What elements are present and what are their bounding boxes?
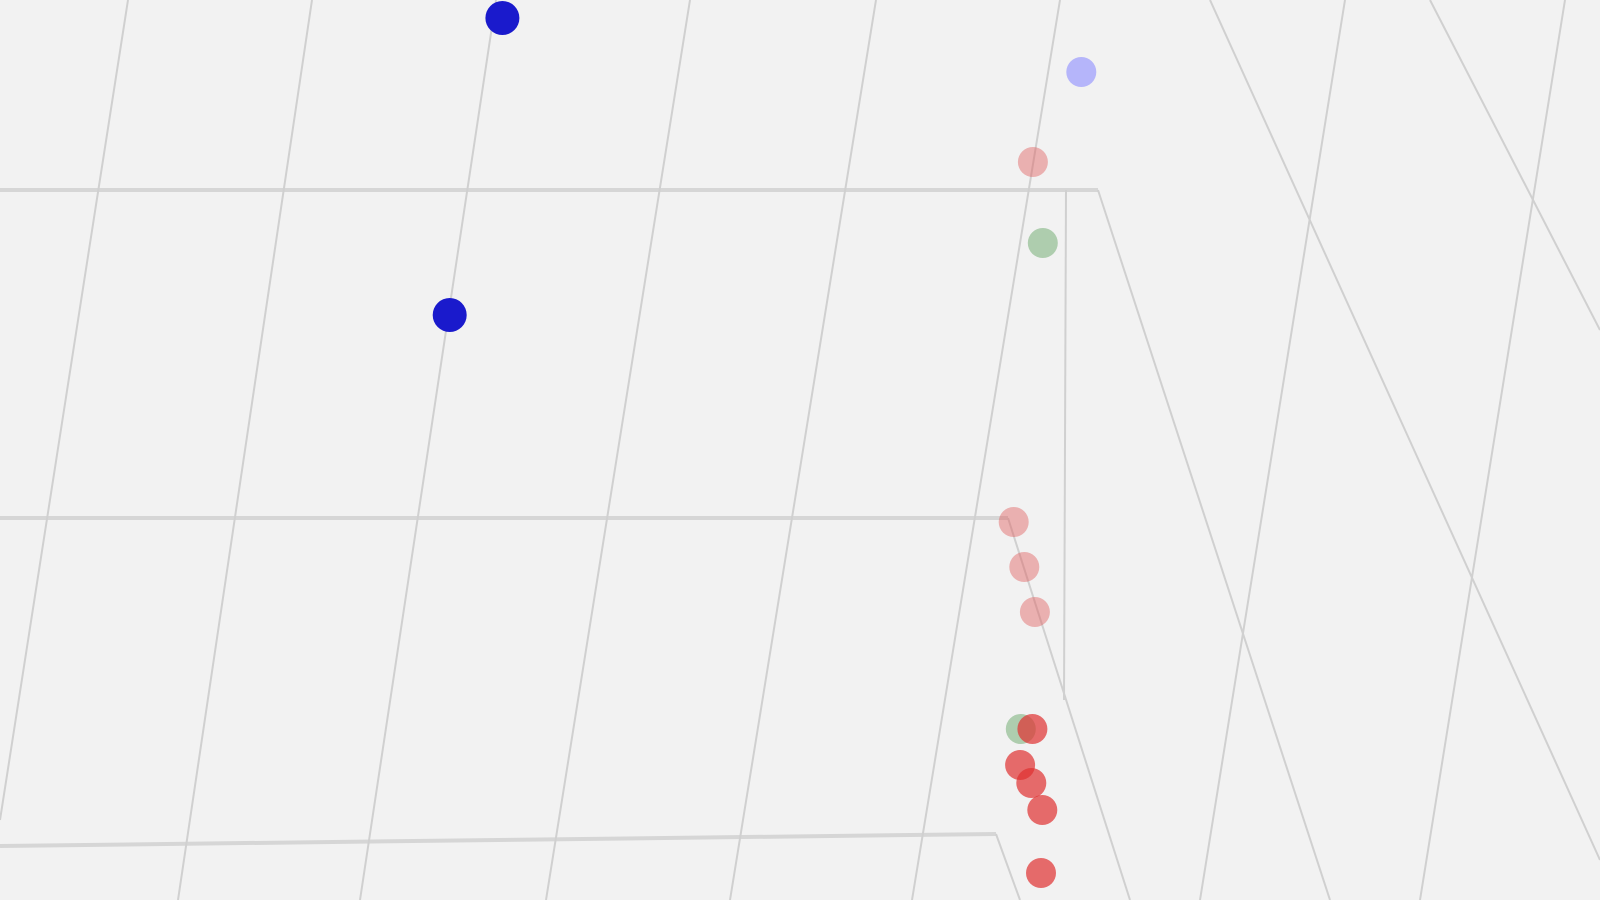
right-gridline-3 — [1209, 0, 1600, 861]
right-vertical-gridline-1 — [1419, 0, 1566, 900]
wall-gridline-3 — [545, 0, 691, 900]
scatter-point-2 — [1066, 57, 1097, 87]
scatter-point-9 — [1017, 714, 1048, 744]
right-vertical-gridline-2 — [1063, 189, 1067, 701]
scatter-point-0 — [485, 1, 520, 35]
scatter-point-7 — [1027, 228, 1058, 258]
scatter-point-6 — [1019, 597, 1050, 627]
plane-gridline-2 — [0, 832, 997, 848]
scatter-point-13 — [1026, 858, 1056, 888]
wall-gridline-0 — [0, 0, 129, 821]
scatter-point-11 — [1016, 768, 1047, 798]
scatter-point-5 — [1009, 552, 1040, 582]
right-gridline-1 — [1007, 517, 1131, 900]
right-gridline-2 — [995, 833, 1021, 900]
scatter-point-12 — [1027, 795, 1058, 825]
points-layer — [432, 1, 1097, 888]
right-gridline-0 — [1097, 189, 1331, 900]
wall-gridline-2 — [359, 0, 497, 900]
right-vertical-gridline-0 — [1199, 0, 1346, 900]
wall-gridline-5 — [911, 0, 1061, 900]
wall-gridline-1 — [177, 0, 313, 900]
scatter-point-3 — [1017, 147, 1048, 177]
right-gridline-4 — [1429, 0, 1600, 331]
wall-gridline-4 — [729, 0, 877, 900]
scatter-point-4 — [998, 507, 1029, 537]
scatter-point-1 — [432, 298, 467, 332]
